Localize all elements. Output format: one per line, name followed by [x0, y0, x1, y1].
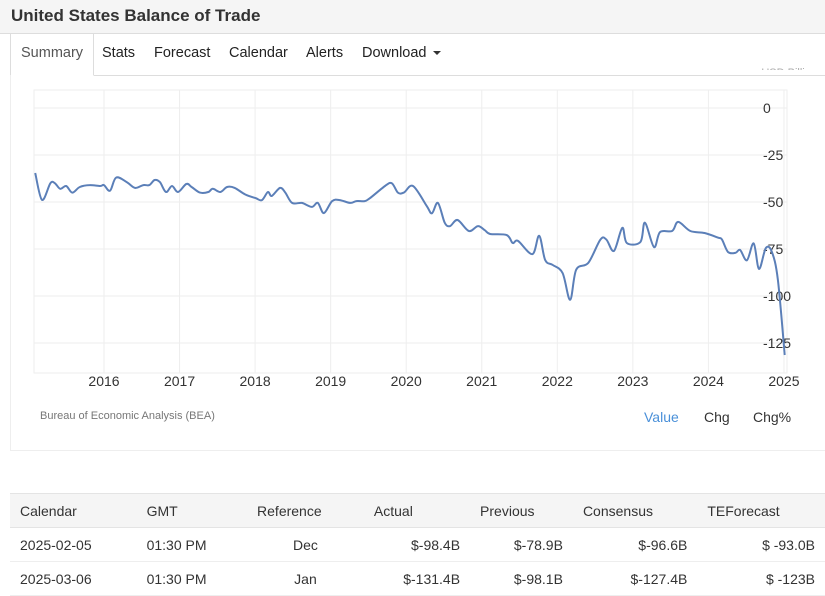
cell-previous: $-98.1B — [470, 561, 573, 596]
x-tick-label: 2021 — [466, 373, 497, 389]
col-actual: Actual — [363, 493, 471, 528]
cell-actual: $-98.4B — [363, 527, 471, 562]
col-gmt: GMT — [136, 493, 248, 528]
plot-area — [33, 89, 788, 374]
download-label: Download — [362, 45, 427, 61]
cell-gmt: 01:30 PM — [136, 561, 248, 596]
caret-down-icon — [432, 51, 441, 56]
tab-download[interactable]: Download — [352, 34, 451, 74]
cell-consensus: $-127.4B — [572, 561, 698, 596]
y-tick-label: -50 — [763, 194, 783, 210]
chart-panel — [10, 75, 825, 451]
cell-reference: Jan — [247, 561, 364, 596]
tab-alerts[interactable]: Alerts — [306, 45, 344, 61]
x-tick-label: 2016 — [88, 373, 119, 389]
col-teforecast: TEForecast — [697, 493, 825, 528]
table-header-row: Calendar GMT Reference Actual Previous C… — [10, 493, 825, 528]
cell-previous: $-78.9B — [470, 527, 573, 562]
toggle-chg[interactable]: Chg — [704, 409, 730, 425]
cell-consensus: $-96.6B — [572, 527, 698, 562]
toggle-value[interactable]: Value — [644, 409, 679, 425]
tab-summary[interactable]: Summary — [10, 34, 95, 76]
cell-actual: $-131.4B — [363, 561, 471, 596]
col-previous: Previous — [470, 493, 573, 528]
cell-reference: Dec — [247, 527, 364, 562]
col-reference: Reference — [247, 493, 364, 528]
tab-forecast[interactable]: Forecast — [154, 45, 211, 61]
calendar-table: Calendar GMT Reference Actual Previous C… — [10, 493, 825, 596]
x-tick-label: 2018 — [240, 373, 271, 389]
tab-stats[interactable]: Stats — [102, 45, 136, 61]
x-tick-label: 2023 — [617, 373, 648, 389]
trade-balance-chart: 2016 2017 2018 2019 2020 2021 2022 2023 2024 2025… — [33, 89, 800, 389]
title-bar: United States Balance of Trade — [0, 0, 825, 34]
cell-gmt: 01:30 PM — [136, 527, 248, 562]
col-calendar: Calendar — [10, 493, 137, 528]
cell-date: 2025-02-05 — [10, 527, 137, 562]
y-tick-label: -100 — [763, 288, 791, 304]
toggle-chg-percent[interactable]: Chg% — [753, 409, 792, 425]
x-tick-label: 2025 — [768, 373, 799, 389]
table-row: 2025-02-05 01:30 PM Dec $-98.4B $-78.9B … — [10, 527, 825, 562]
page-title: United States Balance of Trade — [11, 6, 261, 25]
tab-bar: Summary Stats Forecast Calendar Alerts D… — [10, 34, 825, 76]
x-tick-label: 2024 — [693, 373, 724, 389]
col-consensus: Consensus — [572, 493, 698, 528]
y-tick-label: 0 — [763, 100, 771, 116]
table-row: 2025-03-06 01:30 PM Jan $-131.4B $-98.1B… — [10, 561, 825, 596]
x-tick-label: 2020 — [391, 373, 422, 389]
source-label: Bureau of Economic Analysis (BEA) — [40, 410, 215, 422]
x-tick-label: 2017 — [164, 373, 195, 389]
tab-calendar[interactable]: Calendar — [229, 45, 288, 61]
cell-teforecast: $ -93.0B — [697, 527, 825, 562]
x-tick-label: 2022 — [542, 373, 573, 389]
cell-date: 2025-03-06 — [10, 561, 137, 596]
cell-teforecast: $ -123B — [697, 561, 825, 596]
x-tick-label: 2019 — [315, 373, 346, 389]
units-label: USD Billion — [761, 62, 817, 70]
series-line-balance-of-trade — [34, 172, 786, 356]
y-tick-label: -75 — [763, 241, 783, 257]
y-tick-label: -25 — [763, 147, 783, 163]
